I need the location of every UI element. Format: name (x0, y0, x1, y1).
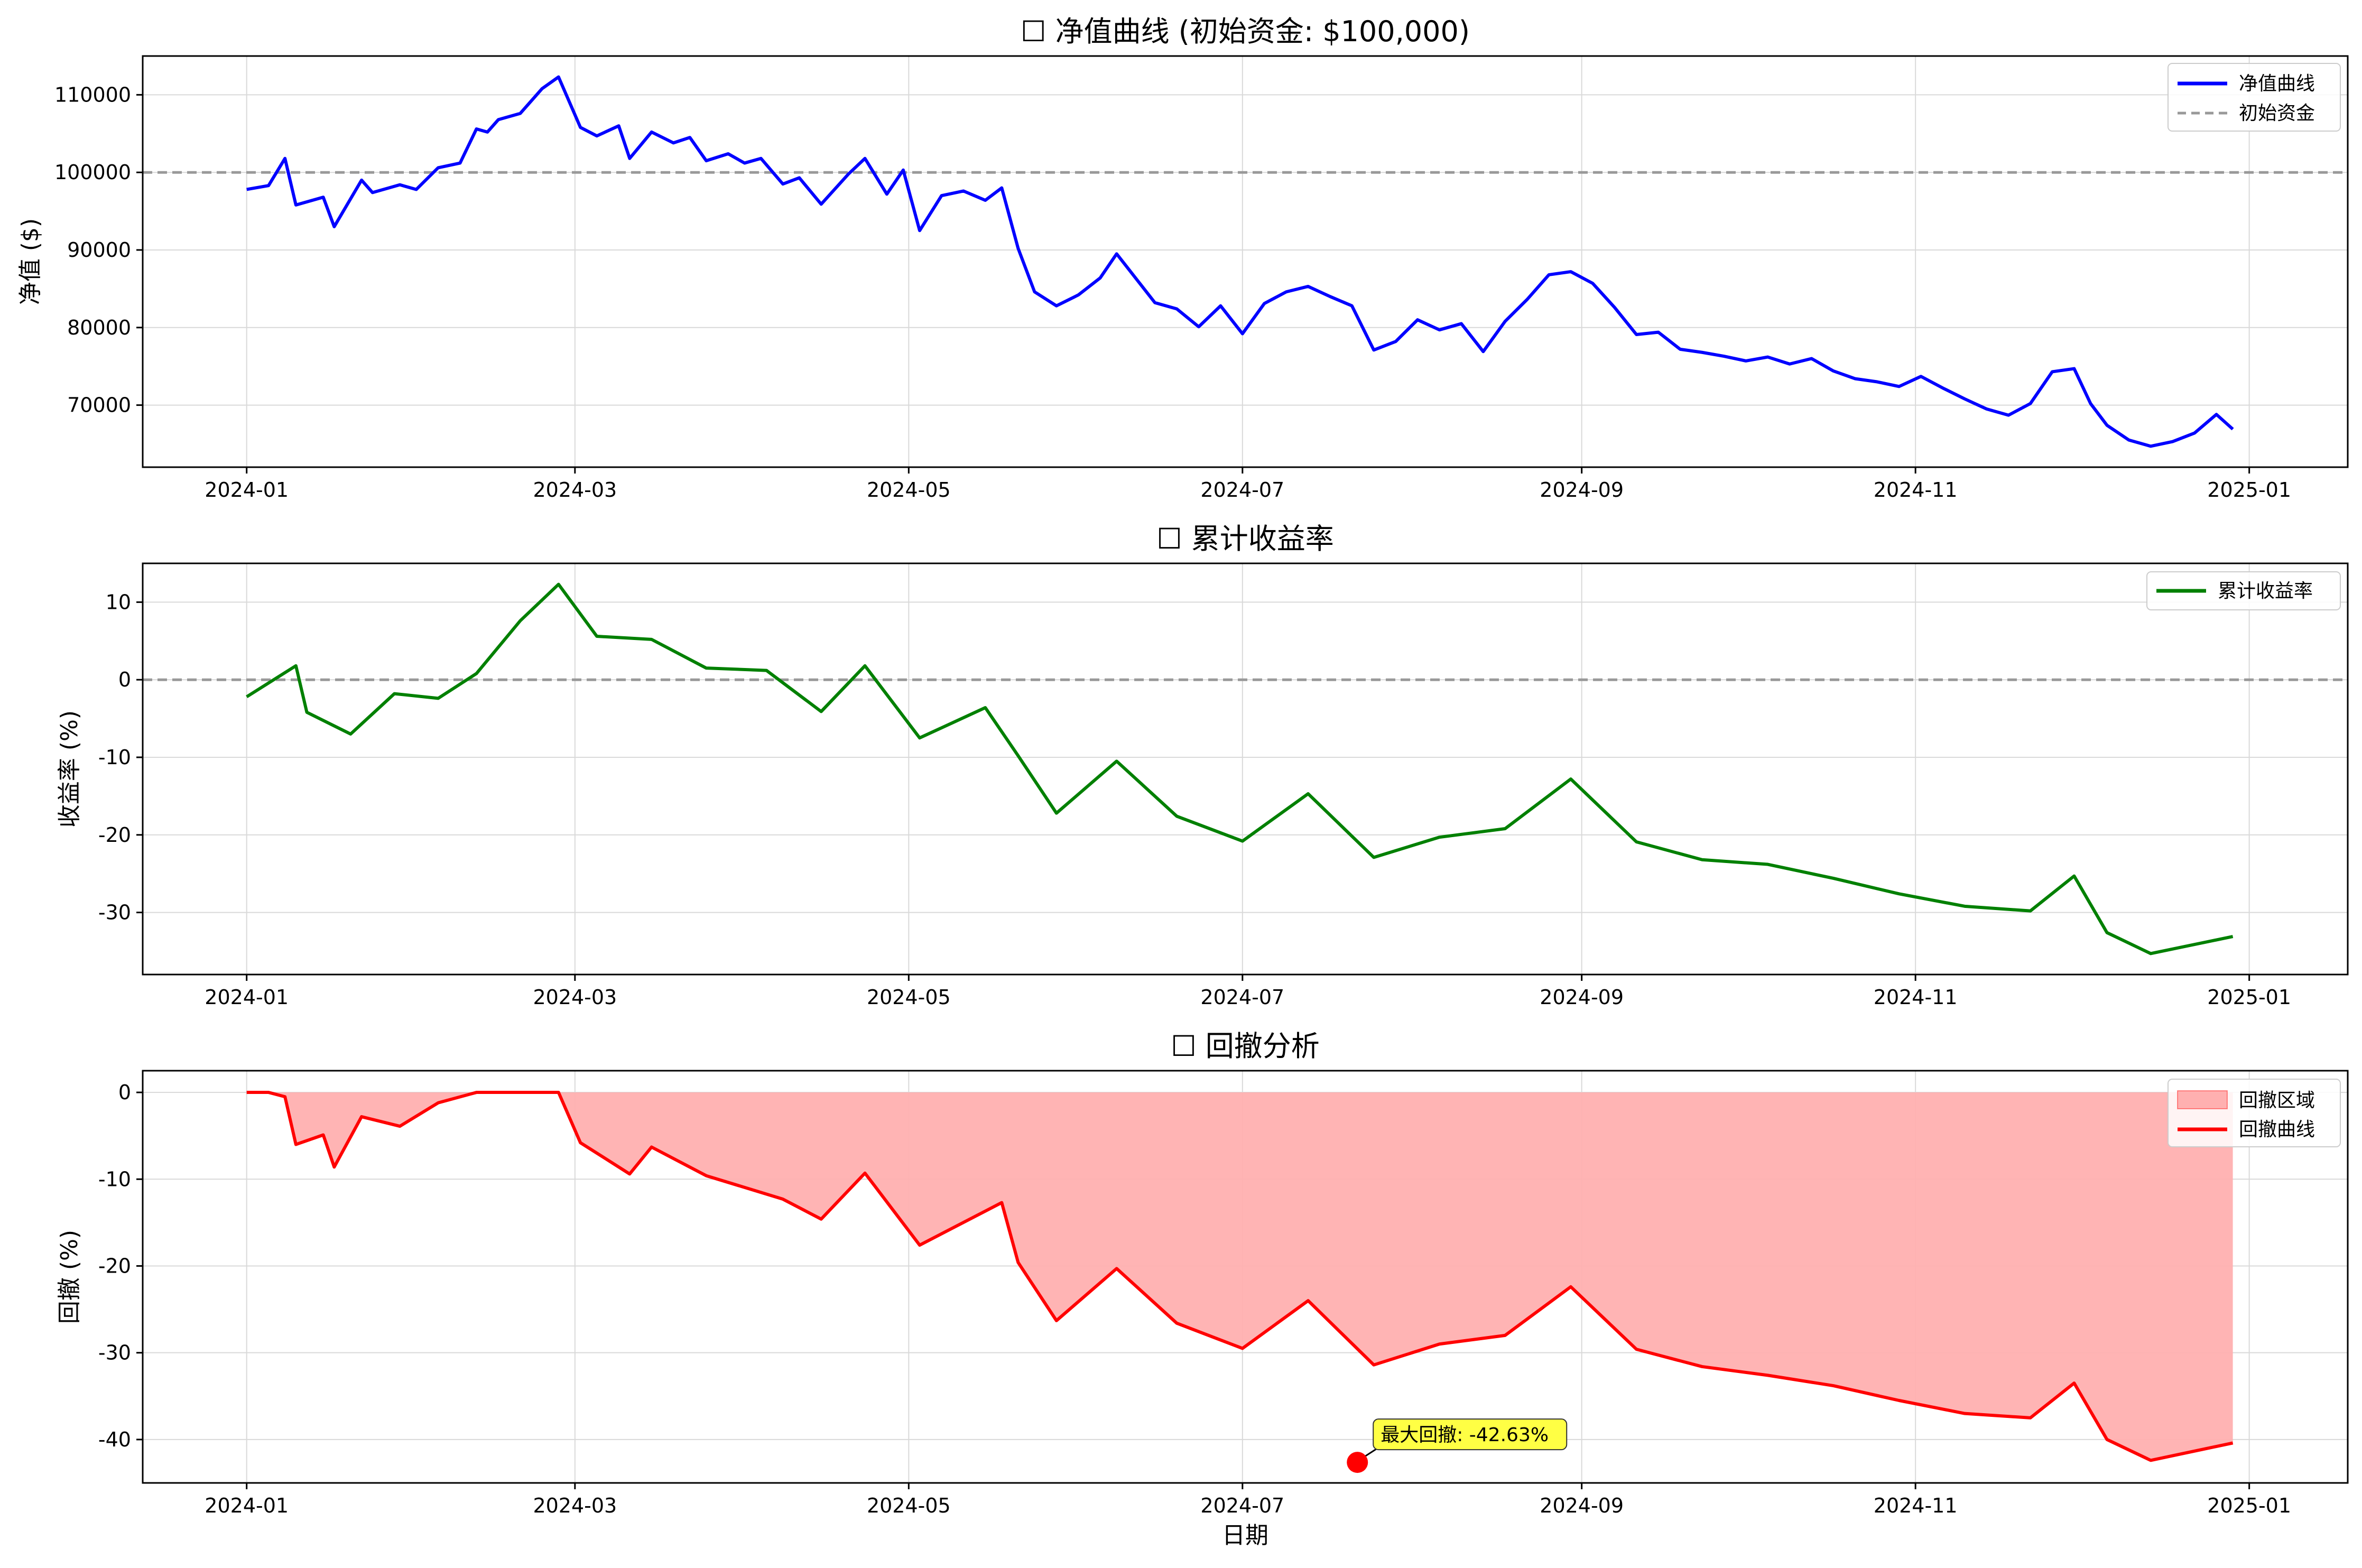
equity-y-ticks: 70000 80000 90000 100000 110000 (54, 83, 143, 417)
x-tick-label: 2024-01 (205, 1494, 289, 1517)
x-tick-label: 2024-11 (1874, 1494, 1958, 1517)
equity-grid (143, 56, 2348, 467)
equity-plot-area (143, 75, 2348, 448)
y-tick-label: -40 (98, 1428, 131, 1451)
returns-legend-box (2146, 571, 2341, 610)
x-tick-label: 2025-01 (2207, 478, 2291, 502)
equity-x-ticks: 2024-01 2024-03 2024-05 2024-07 2024-09 2024-… (205, 467, 2291, 502)
y-tick-label: 110000 (54, 83, 131, 106)
y-tick-label: -20 (98, 823, 131, 847)
equity-ylabel: 净值 ($) (17, 218, 44, 305)
x-tick-label: 2024-11 (1874, 986, 1958, 1009)
returns-x-ticks: 2024-01 2024-03 2024-05 2024-07 2024-09 2024-… (205, 975, 2291, 1009)
returns-ylabel: 收益率 (%) (56, 710, 83, 828)
returns-grid (143, 563, 2348, 975)
max-drawdown-annotation: 最大回撤: -42.63% (1347, 1418, 1568, 1473)
y-tick-label: 100000 (54, 161, 131, 184)
drawdown-y-ticks: -40 -30 -20 -10 0 (98, 1081, 143, 1451)
drawdown-legend: 回撤区域 回撤曲线 (2168, 1079, 2341, 1147)
drawdown-fill-legend-swatch (2177, 1090, 2228, 1109)
x-tick-label: 2024-07 (1200, 986, 1284, 1009)
y-tick-label: 0 (118, 1081, 131, 1104)
drawdown-area (246, 1092, 2233, 1461)
x-tick-label: 2024-11 (1874, 478, 1958, 502)
x-tick-label: 2024-01 (205, 986, 289, 1009)
x-tick-label: 2024-03 (533, 478, 617, 502)
annotation-box (1373, 1418, 1568, 1451)
x-tick-label: 2024-05 (867, 1494, 951, 1517)
y-tick-label: 90000 (67, 238, 131, 262)
annotation-text: 最大回撤: -42.63% (1381, 1424, 1549, 1446)
drawdown-xlabel: 日期 (1222, 1522, 1268, 1549)
x-tick-label: 2024-05 (867, 478, 951, 502)
x-tick-label: 2024-03 (533, 986, 617, 1009)
drawdown-ylabel: 回撤 (%) (56, 1230, 83, 1324)
drawdown-axes-frame (142, 1070, 2349, 1484)
x-tick-label: 2024-05 (867, 986, 951, 1009)
y-tick-label: 10 (106, 590, 131, 614)
x-tick-label: 2024-01 (205, 478, 289, 502)
x-tick-label: 2024-03 (533, 1494, 617, 1517)
y-tick-label: -10 (98, 1167, 131, 1191)
returns-title: ☐ 累计收益率 (1156, 522, 1334, 555)
returns-plot-area (143, 582, 2348, 955)
x-tick-label: 2024-07 (1200, 478, 1284, 502)
equity-title: ☐ 净值曲线 (初始资金: $100,000) (1021, 15, 1470, 48)
x-tick-label: 2024-09 (1540, 986, 1624, 1009)
equity-line (246, 75, 2234, 448)
drawdown-line-legend-label: 回撤曲线 (2239, 1119, 2315, 1140)
drawdown-title: ☐ 回撤分析 (1171, 1029, 1320, 1063)
drawdown-line (246, 1091, 2234, 1462)
x-tick-label: 2024-07 (1200, 1494, 1284, 1517)
equity-legend: 净值曲线 初始资金 (2168, 63, 2341, 132)
returns-axes-frame (142, 562, 2349, 976)
y-tick-label: -10 (98, 746, 131, 769)
returns-y-ticks: -30 -20 -10 0 10 (98, 590, 143, 924)
equity-legend-label: 净值曲线 (2239, 73, 2315, 95)
drawdown-plot-area (246, 1091, 2234, 1462)
y-tick-label: -30 (98, 1341, 131, 1365)
drawdown-fill-legend-label: 回撤区域 (2239, 1090, 2315, 1111)
initial-capital-legend-label: 初始资金 (2239, 103, 2315, 124)
returns-legend-label: 累计收益率 (2218, 580, 2313, 602)
returns-line (246, 582, 2234, 955)
y-tick-label: 80000 (67, 316, 131, 339)
y-tick-label: -30 (98, 901, 131, 924)
x-tick-label: 2025-01 (2207, 1494, 2291, 1517)
drawdown-panel: ☐ 回撤分析 -40-30-20-100 2024-01 2024-03 2024-… (56, 1029, 2349, 1549)
x-tick-label: 2024-09 (1540, 1494, 1624, 1517)
y-tick-label: -20 (98, 1254, 131, 1277)
x-tick-label: 2024-09 (1540, 478, 1624, 502)
drawdown-x-ticks: 2024-01 2024-03 2024-05 2024-07 2024-09 2024-… (205, 1483, 2291, 1517)
equity-panel: ☐ 净值曲线 (初始资金: $100,000) 70000 80000 90000 1… (17, 15, 2349, 502)
y-tick-label: 70000 (67, 394, 131, 417)
y-tick-label: 0 (118, 668, 131, 691)
equity-axes-frame (142, 55, 2349, 468)
max-drawdown-marker (1347, 1452, 1368, 1473)
returns-legend: 累计收益率 (2146, 571, 2341, 610)
x-tick-label: 2025-01 (2207, 986, 2291, 1009)
